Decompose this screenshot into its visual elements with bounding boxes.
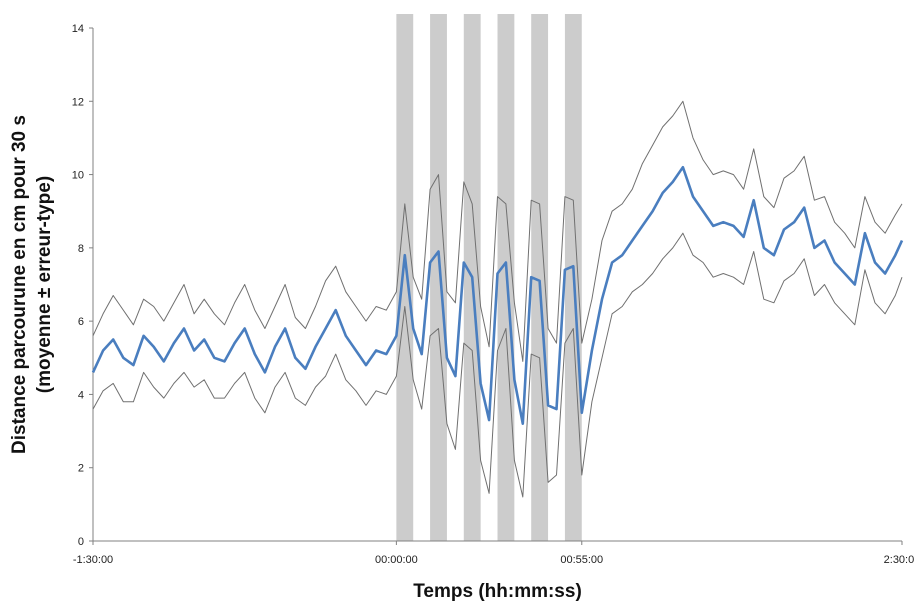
y-tick-label: 2 <box>78 463 84 475</box>
y-tick-label: 12 <box>72 96 84 108</box>
shaded-intervals <box>396 14 582 541</box>
x-tick-label: 00:55:00 <box>560 554 603 566</box>
shaded-interval-5 <box>531 14 549 541</box>
y-tick-label: 4 <box>78 389 84 401</box>
x-axis-title: Temps (hh:mm:ss) <box>413 581 582 602</box>
tick-labels: 0 2 4 6 8 10 12 14 -1:30:00 00:00:00 00:55:00 2:30:… <box>72 23 914 566</box>
x-tick-label: 00:00:00 <box>375 554 418 566</box>
series-lower-se-line <box>92 232 903 498</box>
shaded-interval-1 <box>396 14 414 541</box>
y-tick-label: 14 <box>72 23 84 35</box>
series-mean-line <box>91 165 904 426</box>
axes <box>92 28 902 542</box>
y-tick-label: 6 <box>78 316 84 328</box>
shaded-interval-2 <box>430 14 447 541</box>
y-tick-label: 0 <box>78 536 84 548</box>
y-axis-title-line-1: Distance parcourune en cm pour 30 s <box>9 115 30 454</box>
x-tick-label: -1:30:00 <box>73 554 113 566</box>
y-axis-title-line-2: (moyenne ± erreur-type) <box>34 176 55 393</box>
series-lines <box>91 100 904 498</box>
y-tick-label: 8 <box>78 243 84 255</box>
x-tick-label: 2:30:00 <box>884 554 914 566</box>
y-axis-title: Distance parcourune en cm pour 30 s (moy… <box>9 115 55 454</box>
series-upper-se-line <box>92 100 903 362</box>
y-tick-label: 10 <box>72 170 84 182</box>
